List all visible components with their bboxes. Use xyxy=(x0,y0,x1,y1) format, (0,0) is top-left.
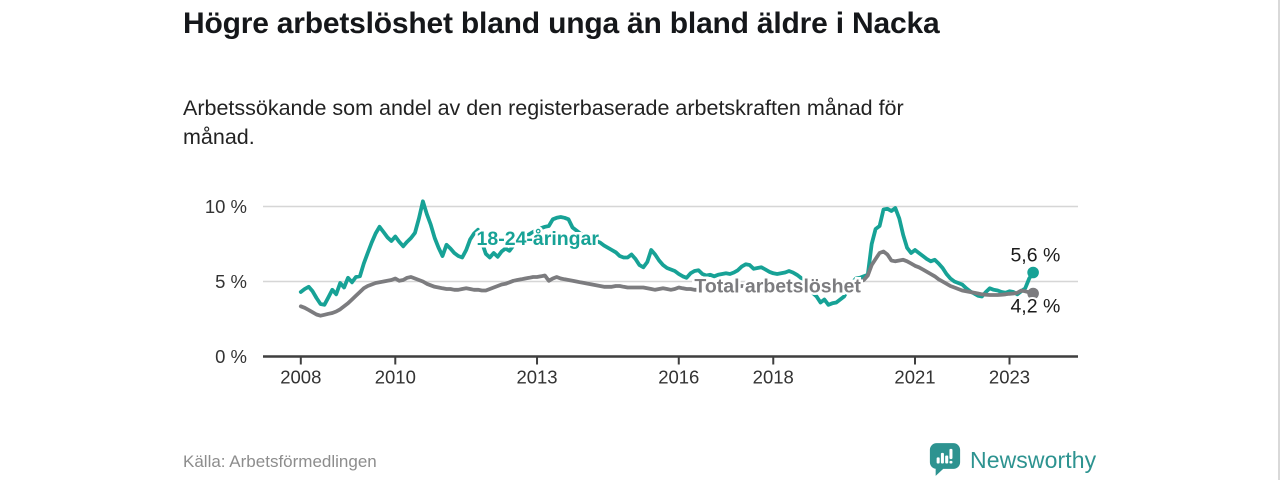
subtitle-line-1: Arbetssökande som andel av den registerb… xyxy=(183,96,904,120)
series-line-1 xyxy=(298,249,1035,318)
series-end-dot-1 xyxy=(1027,287,1039,300)
x-tick-label-2013: 2013 xyxy=(516,367,557,388)
series-label-0: 18-24-åringar xyxy=(477,227,600,250)
x-tick-label-2008: 2008 xyxy=(280,367,321,388)
bar-chart-glyph xyxy=(936,448,953,464)
series-end-dot-0 xyxy=(1027,266,1039,279)
newsworthy-speech-bubble-chart-icon xyxy=(929,443,961,476)
x-tick-label-2018: 2018 xyxy=(753,367,794,388)
x-tick-label-2021: 2021 xyxy=(894,367,935,388)
series-end-label-1: 4,2 % xyxy=(1010,296,1060,318)
subtitle-line-2: månad. xyxy=(183,125,255,149)
x-tick-label-2010: 2010 xyxy=(375,367,416,388)
newsworthy-wordmark: Newsworthy xyxy=(970,446,1097,473)
x-tick-label-2016: 2016 xyxy=(658,367,699,388)
x-tick-label-2023: 2023 xyxy=(989,367,1030,388)
y-tick-label-10: 10 % xyxy=(205,196,247,217)
chart-title: Högre arbetslöshet bland unga än bland ä… xyxy=(183,7,940,40)
chart-subtitle: Arbetssökande som andel av den registerb… xyxy=(183,94,904,152)
y-tick-label-0: 0 % xyxy=(215,346,247,367)
source-note: Källa: Arbetsförmedlingen xyxy=(183,452,377,471)
y-tick-label-5: 5 % xyxy=(215,271,247,292)
newsworthy-logo: Newsworthy xyxy=(929,442,1096,478)
series-label-1: Total arbetslöshet xyxy=(694,275,861,297)
series-line-0 xyxy=(298,199,1035,307)
series-end-label-0: 5,6 % xyxy=(1010,245,1060,267)
